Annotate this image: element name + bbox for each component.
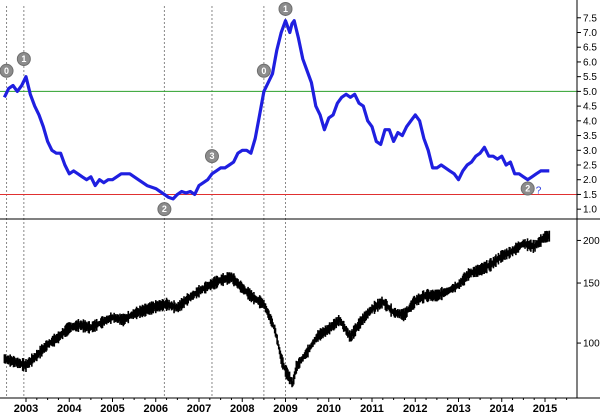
wave-marker-label: 0 [4, 66, 9, 76]
y-tick-label: 4.5 [583, 102, 597, 113]
y-tick-label: 7.0 [583, 28, 597, 39]
y-tick-label: 1000 [583, 339, 600, 350]
x-tick-label: 2004 [57, 403, 82, 414]
x-tick-label: 2007 [187, 403, 211, 414]
wave-marker-label: 0 [261, 66, 266, 76]
y-tick-label: 1.5 [583, 190, 597, 201]
wave-marker: 3 [204, 149, 219, 164]
reference-lines [0, 90, 577, 195]
wave-marker-label: 3 [209, 151, 214, 161]
wave-marker: 2 [157, 202, 172, 217]
y-tick-label: 1.0 [583, 205, 597, 216]
wave-marker: 2? [520, 181, 542, 197]
wave-marker: 1 [278, 1, 293, 16]
y-tick-label: 7.5 [583, 13, 597, 24]
y-tick-label: 3.0 [583, 146, 597, 157]
wave-marker-label: 2 [162, 204, 167, 214]
x-tick-label: 2014 [490, 403, 515, 414]
y-tick-label: 2000 [583, 236, 600, 247]
x-tick-label: 2005 [100, 403, 124, 414]
x-tick-label: 2009 [273, 403, 297, 414]
y-tick-label: 2.5 [583, 161, 597, 172]
y-tick-label: 2.0 [583, 175, 597, 186]
top-panel [2, 19, 550, 201]
wave-marker: 1 [16, 52, 31, 66]
x-tick-label: 2012 [403, 403, 427, 414]
x-tick-label: 2011 [360, 403, 384, 414]
y-tick-label: 5.5 [583, 72, 597, 83]
x-tick-label: 2003 [14, 403, 38, 414]
series-line [2, 19, 550, 201]
wave-marker: 0 [0, 63, 14, 78]
y-tick-label: 1500 [583, 279, 600, 290]
x-tick-label: 2013 [446, 403, 470, 414]
wave-marker-label: 1 [283, 4, 288, 14]
y-tick-label: 6.0 [583, 57, 597, 68]
y-tick-label: 4.0 [583, 116, 597, 127]
x-tick-label: 2008 [230, 403, 254, 414]
x-tick-label: 2006 [144, 403, 168, 414]
vertical-marker-lines [6, 6, 286, 398]
y-tick-label: 5.0 [583, 87, 597, 98]
x-tick-label: 2010 [317, 403, 341, 414]
y-tick-label: 3.5 [583, 131, 597, 142]
wave-marker-suffix: ? [536, 186, 542, 197]
wave-marker-label: 1 [21, 54, 26, 64]
y-tick-label: 6.5 [583, 43, 597, 54]
bottom-panel [3, 230, 551, 388]
annotations: 0 1 2 3 0 1 2? [0, 1, 542, 217]
wave-marker: 0 [256, 63, 271, 78]
wave-marker-label: 2 [525, 184, 530, 194]
x-tick-label: 2015 [533, 403, 557, 414]
